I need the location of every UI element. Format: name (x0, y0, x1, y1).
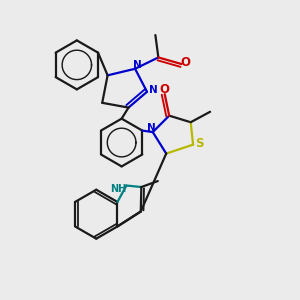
Text: N: N (147, 123, 156, 133)
Text: NH: NH (110, 184, 126, 194)
Text: O: O (181, 56, 190, 69)
Text: O: O (160, 83, 170, 96)
Text: S: S (195, 136, 204, 150)
Text: N: N (133, 60, 142, 70)
Text: N: N (149, 85, 158, 95)
